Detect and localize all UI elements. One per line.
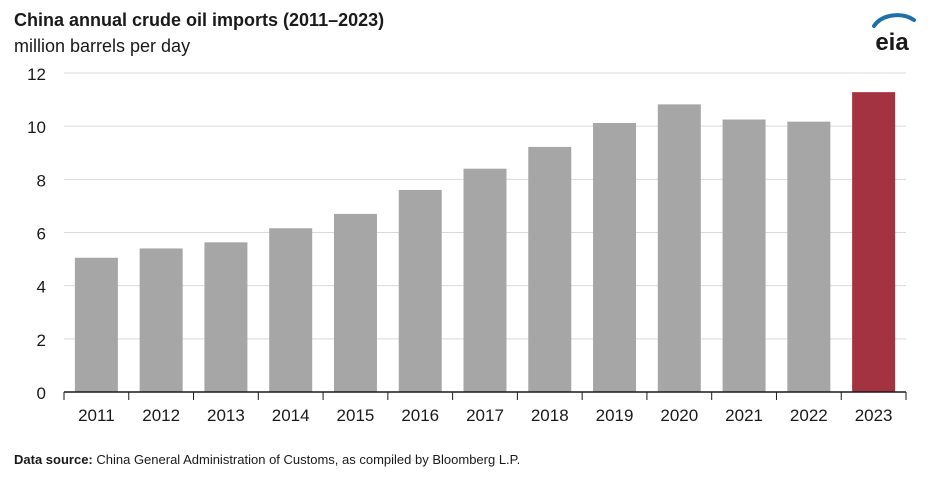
x-tick-label: 2011 bbox=[78, 406, 115, 425]
bars bbox=[74, 92, 896, 393]
y-tick-label: 8 bbox=[37, 171, 46, 190]
x-tick-label: 2023 bbox=[855, 406, 893, 425]
chart-title: China annual crude oil imports (2011–202… bbox=[14, 10, 385, 30]
y-tick-label: 2 bbox=[37, 331, 46, 350]
x-axis-ticks: 2011 2012 2013 2014 2015 2016 2017 2018 2019 2020… bbox=[63, 392, 907, 425]
data-source-note: Data source: China General Administratio… bbox=[14, 452, 520, 467]
x-tick-label: 2020 bbox=[660, 406, 698, 425]
x-tick-label: 2013 bbox=[207, 406, 245, 425]
bar-2013 bbox=[204, 242, 248, 392]
bar-2023 bbox=[852, 92, 896, 392]
y-tick-label: 6 bbox=[37, 225, 46, 244]
chart-subtitle: million barrels per day bbox=[14, 36, 191, 56]
y-tick-label: 10 bbox=[27, 118, 46, 137]
x-tick-label: 2016 bbox=[401, 406, 439, 425]
source-text: China General Administration of Customs,… bbox=[92, 452, 521, 467]
bar-2021 bbox=[722, 119, 766, 392]
bar-2014 bbox=[269, 228, 313, 392]
bar-2022 bbox=[787, 121, 831, 393]
logo-text: eia bbox=[875, 29, 909, 54]
eia-logo-icon: eia bbox=[872, 13, 916, 54]
bar-2015 bbox=[333, 213, 377, 392]
bar-2011 bbox=[74, 257, 118, 392]
x-tick-label: 2019 bbox=[596, 406, 634, 425]
x-tick-label: 2012 bbox=[142, 406, 180, 425]
logo-swoosh bbox=[872, 13, 916, 28]
x-tick-label: 2014 bbox=[272, 406, 310, 425]
bar-2017 bbox=[463, 168, 507, 392]
x-tick-label: 2017 bbox=[466, 406, 504, 425]
source-label: Data source: bbox=[14, 452, 93, 467]
x-tick-label: 2021 bbox=[725, 406, 763, 425]
x-tick-label: 2015 bbox=[337, 406, 375, 425]
y-tick-label: 4 bbox=[37, 278, 46, 297]
x-tick-label: 2018 bbox=[531, 406, 569, 425]
bar-2018 bbox=[528, 146, 572, 392]
y-tick-label: 12 bbox=[27, 65, 46, 84]
bar-2019 bbox=[593, 122, 637, 392]
y-axis-ticks: 0 2 4 6 8 10 12 bbox=[27, 65, 46, 403]
bar-2020 bbox=[657, 104, 701, 392]
bar-2012 bbox=[139, 248, 183, 392]
x-tick-label: 2022 bbox=[790, 406, 828, 425]
bar-2016 bbox=[398, 189, 442, 392]
y-tick-label: 0 bbox=[37, 384, 46, 403]
